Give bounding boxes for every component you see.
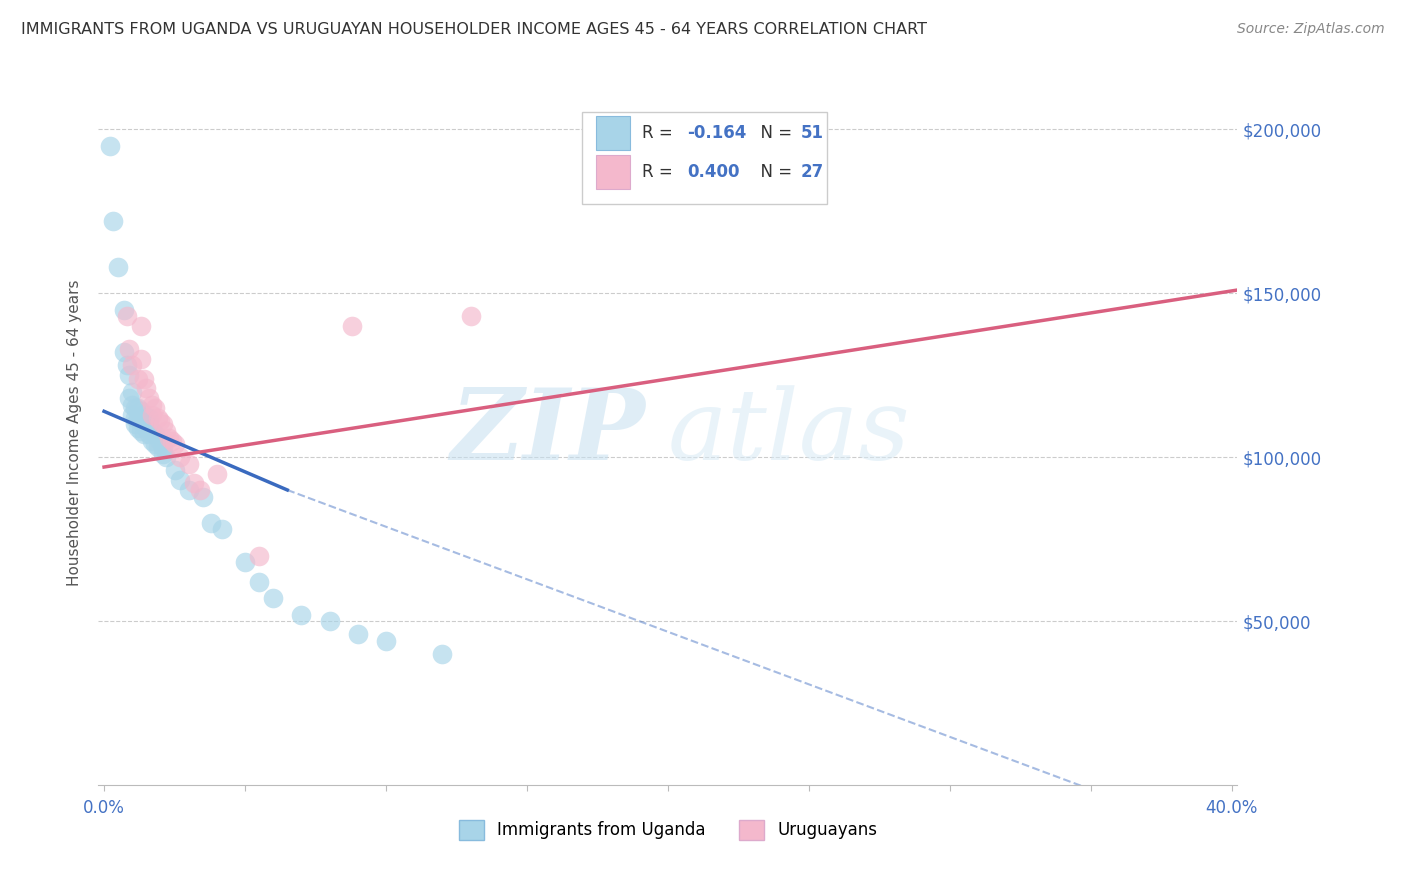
Point [146, 410, 169, 425]
Point [129, 319, 152, 334]
Point [262, 591, 284, 606]
Point [152, 441, 174, 455]
Point [112, 302, 135, 317]
Legend: Immigrants from Uganda, Uruguayans: Immigrants from Uganda, Uruguayans [458, 820, 877, 840]
Point [129, 414, 152, 428]
Point [233, 555, 256, 569]
Point [135, 381, 157, 395]
Point [169, 450, 191, 465]
Point [346, 627, 368, 641]
Point [138, 410, 160, 425]
Point [124, 410, 146, 425]
Point [127, 420, 149, 434]
Point [101, 214, 124, 228]
Point [132, 427, 155, 442]
Point [129, 424, 152, 438]
Text: -0.164: -0.164 [688, 124, 747, 142]
Text: N =: N = [749, 163, 797, 181]
Point [149, 414, 172, 428]
Point [177, 457, 200, 471]
Point [183, 476, 205, 491]
Point [115, 310, 138, 324]
Point [132, 408, 155, 422]
Point [127, 371, 149, 385]
Point [143, 437, 166, 451]
Point [205, 467, 228, 481]
Text: Source: ZipAtlas.com: Source: ZipAtlas.com [1237, 22, 1385, 37]
Y-axis label: Householder Income Ages 45 - 64 years: Householder Income Ages 45 - 64 years [66, 279, 82, 586]
Bar [596, 155, 630, 189]
Point [432, 647, 454, 661]
Point [132, 417, 155, 432]
Point [247, 574, 270, 589]
Point [157, 431, 180, 445]
Point [247, 549, 270, 563]
Text: atlas: atlas [668, 385, 911, 480]
Point [115, 359, 138, 373]
Point [340, 319, 363, 334]
Point [211, 522, 233, 536]
Point [177, 483, 200, 497]
Point [160, 434, 183, 448]
Point [141, 398, 163, 412]
Text: IMMIGRANTS FROM UGANDA VS URUGUAYAN HOUSEHOLDER INCOME AGES 45 - 64 YEARS CORREL: IMMIGRANTS FROM UGANDA VS URUGUAYAN HOUS… [21, 22, 927, 37]
Point [127, 401, 149, 415]
Text: 27: 27 [801, 163, 824, 181]
Point [191, 490, 214, 504]
Point [146, 441, 169, 455]
Text: R =: R = [641, 163, 678, 181]
Point [163, 437, 186, 451]
Point [121, 408, 143, 422]
Text: 0.400: 0.400 [688, 163, 740, 181]
Point [141, 408, 163, 422]
Point [127, 410, 149, 425]
Point [152, 417, 174, 432]
Point [149, 434, 172, 448]
Point [121, 398, 143, 412]
Bar [596, 116, 630, 150]
Point [118, 342, 141, 356]
Point [121, 359, 143, 373]
Point [135, 410, 157, 425]
Point [135, 420, 157, 434]
FancyBboxPatch shape [582, 112, 827, 203]
Point [200, 516, 222, 530]
Point [138, 427, 160, 442]
Point [152, 447, 174, 461]
Point [143, 427, 166, 442]
Point [118, 368, 141, 383]
Point [163, 463, 186, 477]
Point [460, 310, 482, 324]
Point [318, 614, 340, 628]
Point [155, 424, 177, 438]
Text: N =: N = [749, 124, 797, 142]
Point [141, 434, 163, 448]
Point [375, 633, 398, 648]
Point [118, 391, 141, 405]
Text: R =: R = [641, 124, 678, 142]
Point [121, 384, 143, 399]
Point [155, 450, 177, 465]
Point [132, 371, 155, 385]
Point [138, 417, 160, 432]
Point [124, 417, 146, 432]
Point [141, 424, 163, 438]
Text: 51: 51 [801, 124, 824, 142]
Point [290, 607, 312, 622]
Text: ZIP: ZIP [450, 384, 645, 481]
Point [188, 483, 211, 497]
Point [107, 260, 129, 274]
Point [143, 401, 166, 415]
Point [169, 473, 191, 487]
Point [98, 138, 121, 153]
Point [138, 391, 160, 405]
Point [129, 351, 152, 366]
Point [112, 345, 135, 359]
Point [129, 404, 152, 418]
Point [124, 401, 146, 415]
